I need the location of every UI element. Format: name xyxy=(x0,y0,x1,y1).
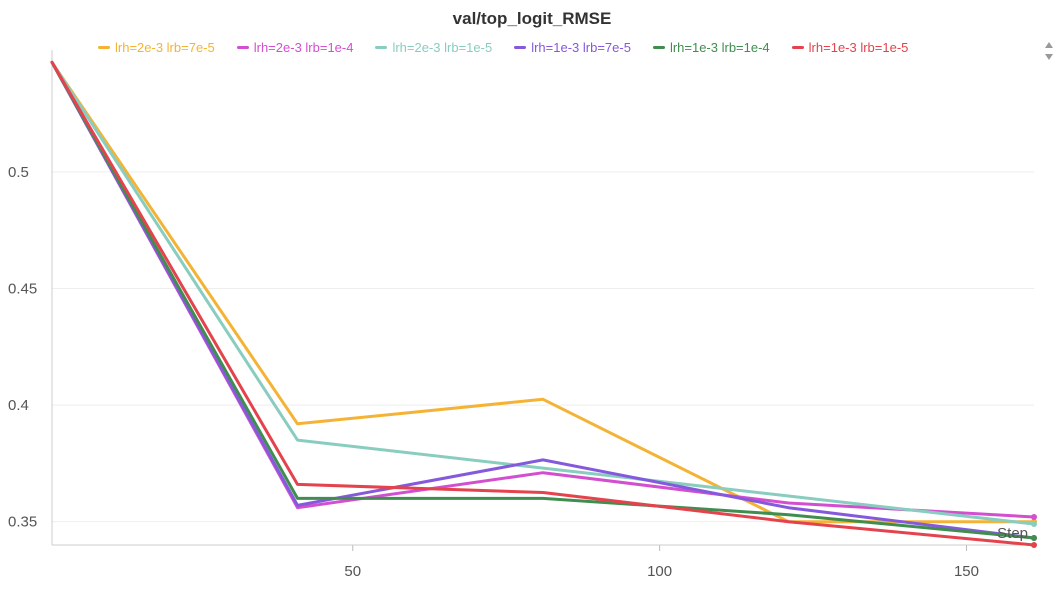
chart-title: val/top_logit_RMSE xyxy=(452,9,612,28)
legend-swatch xyxy=(791,46,804,49)
x-tick-label: 100 xyxy=(647,563,672,580)
axes xyxy=(51,50,1034,551)
series-lines xyxy=(50,60,1037,548)
legend-item[interactable]: lrh=2e-3 lrb=1e-4 xyxy=(236,40,354,55)
legend-label: lrh=1e-3 lrb=1e-4 xyxy=(669,40,770,55)
scroll-up-icon[interactable] xyxy=(1045,42,1053,48)
legend-swatch xyxy=(514,46,527,49)
legend-item[interactable]: lrh=1e-3 lrb=7e-5 xyxy=(514,40,631,55)
y-tick-label: 0.45 xyxy=(8,281,37,298)
y-tick-label: 0.4 xyxy=(8,397,29,414)
series-line[interactable] xyxy=(50,60,1036,526)
scroll-down-icon[interactable] xyxy=(1045,54,1053,60)
legend-label: lrh=1e-3 lrb=1e-5 xyxy=(808,40,909,55)
series-end-point xyxy=(1031,521,1037,528)
legend-item[interactable]: lrh=1e-3 lrb=1e-5 xyxy=(791,40,909,55)
legend-label: lrh=2e-3 lrb=1e-4 xyxy=(253,40,354,55)
tick-labels: 0.35 0.4 0.45 0.5 50 100 150 Step xyxy=(8,164,1028,580)
series-line[interactable] xyxy=(50,60,1036,540)
legend-swatch xyxy=(236,46,249,49)
legend-swatch xyxy=(652,46,665,49)
legend-label: lrh=2e-3 lrb=1e-5 xyxy=(392,40,493,55)
series-end-point xyxy=(1031,514,1037,521)
series-line[interactable] xyxy=(50,60,1036,547)
series-line[interactable] xyxy=(50,60,1036,540)
legend-item[interactable]: lrh=2e-3 lrb=1e-5 xyxy=(375,40,492,55)
legend-item[interactable]: lrh=2e-3 lrb=7e-5 xyxy=(98,40,215,55)
y-tick-label: 0.35 xyxy=(8,514,37,531)
legend-scroll-arrows[interactable] xyxy=(1043,40,1055,62)
legend-label: lrh=2e-3 lrb=7e-5 xyxy=(115,40,215,55)
legend-swatch xyxy=(98,46,110,49)
legend-item[interactable]: lrh=1e-3 lrb=1e-4 xyxy=(652,40,770,55)
legend: lrh=2e-3 lrb=7e-5 lrh=2e-3 lrb=1e-4 lrh=2e… xyxy=(98,40,1024,55)
series-end-point xyxy=(1031,542,1037,548)
legend-swatch xyxy=(375,46,388,49)
x-tick-label: 150 xyxy=(954,563,979,580)
series-line[interactable] xyxy=(50,60,1036,524)
y-tick-label: 0.5 xyxy=(8,164,29,181)
legend-label: lrh=1e-3 lrb=7e-5 xyxy=(531,40,631,55)
series-end-point xyxy=(1031,535,1037,542)
x-axis-label: Step xyxy=(997,525,1028,542)
x-tick-label: 50 xyxy=(344,563,361,580)
